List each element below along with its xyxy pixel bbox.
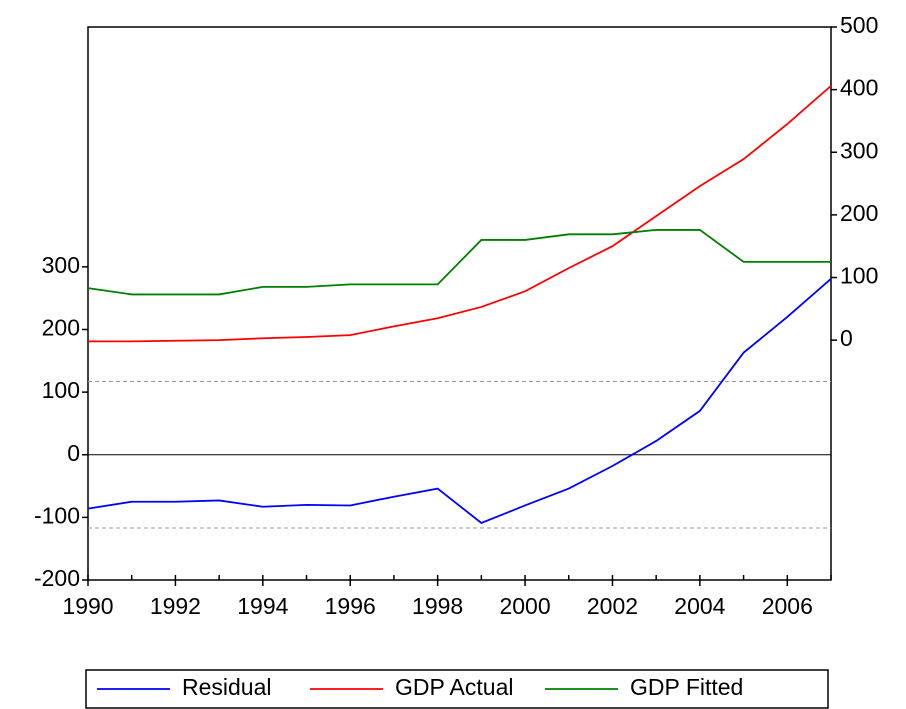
x-tick-label: 2000 (499, 593, 550, 619)
x-tick-label: 2006 (762, 593, 813, 619)
x-tick-label: 2002 (587, 593, 638, 619)
series-line (87, 278, 832, 525)
y-tick-label: 300 (42, 252, 80, 278)
legend-box (85, 669, 829, 709)
y2-tick-label: 500 (840, 12, 878, 38)
x-tick-label: 1994 (237, 593, 288, 619)
series-line (88, 85, 832, 343)
y2-tick-label: 200 (840, 200, 878, 226)
x-tick-label: 2004 (674, 593, 725, 619)
x-tick-label: 1990 (62, 593, 113, 619)
legend-label: GDP Actual (395, 674, 513, 700)
y2-tick-label: 300 (840, 137, 878, 163)
x-tick-label: 1996 (325, 593, 376, 619)
y-tick-label: -100 (34, 502, 80, 528)
y2-tick-label: 0 (840, 325, 853, 351)
series-line (87, 229, 831, 296)
y2-tick-label: 400 (840, 75, 878, 101)
y-tick-label: 200 (42, 315, 80, 341)
y-tick-label: 0 (67, 440, 80, 466)
legend-label: GDP Fitted (630, 674, 743, 700)
x-tick-label: 1992 (150, 593, 201, 619)
x-tick-label: 1998 (412, 593, 463, 619)
y-tick-label: 100 (42, 377, 80, 403)
plot-frame (87, 26, 832, 581)
legend-label: Residual (182, 674, 272, 700)
y2-tick-label: 100 (840, 263, 878, 289)
y-tick-label: -200 (34, 565, 80, 591)
